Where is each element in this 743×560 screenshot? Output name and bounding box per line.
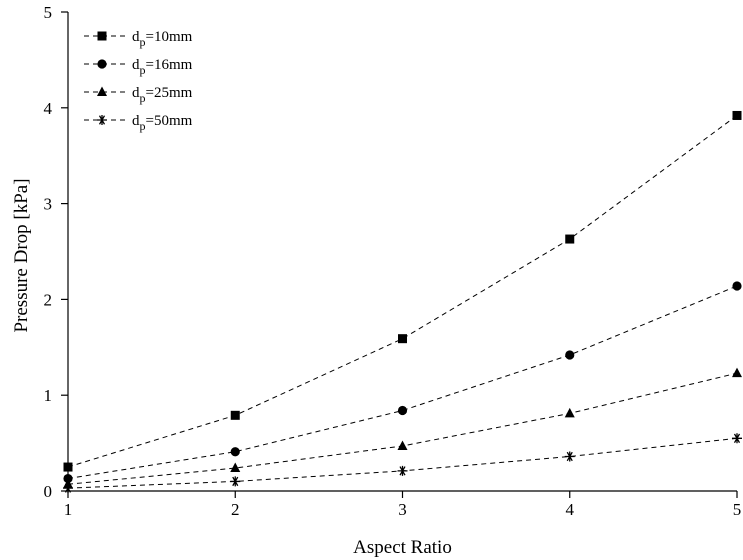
- data-point: [732, 281, 742, 291]
- legend-label: dp=50mm: [132, 113, 193, 133]
- data-point: [732, 367, 742, 378]
- data-point: [230, 462, 241, 473]
- triangle-marker-shape: [564, 407, 575, 418]
- y-tick-label: 0: [44, 482, 53, 501]
- square-marker-shape: [398, 334, 407, 344]
- legend-entry: dp=10mm: [84, 29, 193, 49]
- legend-marker: [97, 115, 107, 125]
- star-marker-shape: [732, 433, 742, 444]
- legend-label: dp=16mm: [132, 57, 193, 77]
- legend: dp=10mm dp=16mm dp=25mm dp=50mm: [84, 29, 193, 133]
- y-ticks: 0 1 2 3 4 5: [44, 3, 68, 501]
- x-axis-label: Aspect Ratio: [353, 537, 452, 558]
- star-marker-shape: [564, 451, 575, 462]
- series-square: [63, 110, 742, 472]
- triangle-marker-shape: [732, 367, 742, 378]
- data-point: [732, 433, 742, 444]
- data-point: [63, 483, 73, 494]
- star-marker-shape: [397, 465, 408, 476]
- x-tick-label: 3: [398, 500, 407, 519]
- series-line: [67, 285, 738, 480]
- legend-entry: dp=50mm: [84, 113, 193, 133]
- circle-marker-shape: [565, 350, 575, 360]
- star-marker-shape: [230, 476, 241, 487]
- triangle-marker-shape: [97, 86, 107, 96]
- star-marker-shape: [97, 115, 107, 125]
- data-point: [564, 451, 575, 462]
- legend-marker: [97, 86, 107, 96]
- data-point: [230, 410, 240, 420]
- circle-marker-shape: [97, 59, 107, 69]
- data-point: [230, 476, 241, 487]
- data-point: [565, 350, 575, 360]
- data-point: [397, 440, 408, 450]
- legend-label: dp=10mm: [132, 29, 193, 49]
- data-point: [398, 334, 407, 344]
- x-tick-label: 5: [733, 500, 742, 519]
- y-tick-label: 3: [44, 195, 53, 214]
- square-marker-shape: [732, 110, 742, 120]
- legend-entry: dp=25mm: [84, 85, 193, 105]
- y-tick-label: 4: [44, 99, 53, 118]
- y-tick-label: 2: [44, 290, 53, 309]
- data-point: [63, 473, 73, 484]
- data-point: [732, 110, 742, 120]
- x-tick-label: 4: [566, 500, 575, 519]
- data-point: [397, 405, 408, 416]
- series-star: [63, 433, 742, 494]
- circle-marker-shape: [63, 473, 73, 484]
- square-marker-shape: [230, 410, 240, 420]
- y-tick-label: 1: [44, 386, 53, 405]
- data-point: [565, 234, 575, 244]
- y-tick-label: 5: [44, 3, 53, 22]
- axes: [67, 12, 737, 492]
- legend-label: dp=25mm: [132, 85, 193, 105]
- circle-marker-shape: [732, 281, 742, 291]
- legend-marker: [97, 31, 107, 41]
- y-axis-label: Pressure Drop [kPa]: [11, 178, 32, 332]
- data-point: [230, 447, 240, 457]
- square-marker-shape: [565, 234, 575, 244]
- circle-marker-shape: [230, 447, 240, 457]
- x-tick-label: 1: [64, 500, 73, 519]
- x-ticks: 1 2 3 4 5: [64, 491, 742, 519]
- square-marker-shape: [97, 31, 107, 41]
- triangle-marker-shape: [230, 462, 241, 473]
- legend-marker: [97, 59, 107, 69]
- circle-marker-shape: [397, 405, 408, 416]
- legend-entry: dp=16mm: [84, 57, 193, 77]
- triangle-marker-shape: [397, 440, 408, 450]
- data-point: [63, 462, 73, 472]
- data-point: [564, 407, 575, 418]
- series-line: [67, 115, 738, 468]
- data-point: [397, 465, 408, 476]
- square-marker-shape: [63, 462, 73, 472]
- star-marker-shape: [63, 483, 73, 494]
- x-tick-label: 2: [231, 500, 240, 519]
- series-layer: [63, 110, 742, 494]
- series-circle: [63, 281, 742, 484]
